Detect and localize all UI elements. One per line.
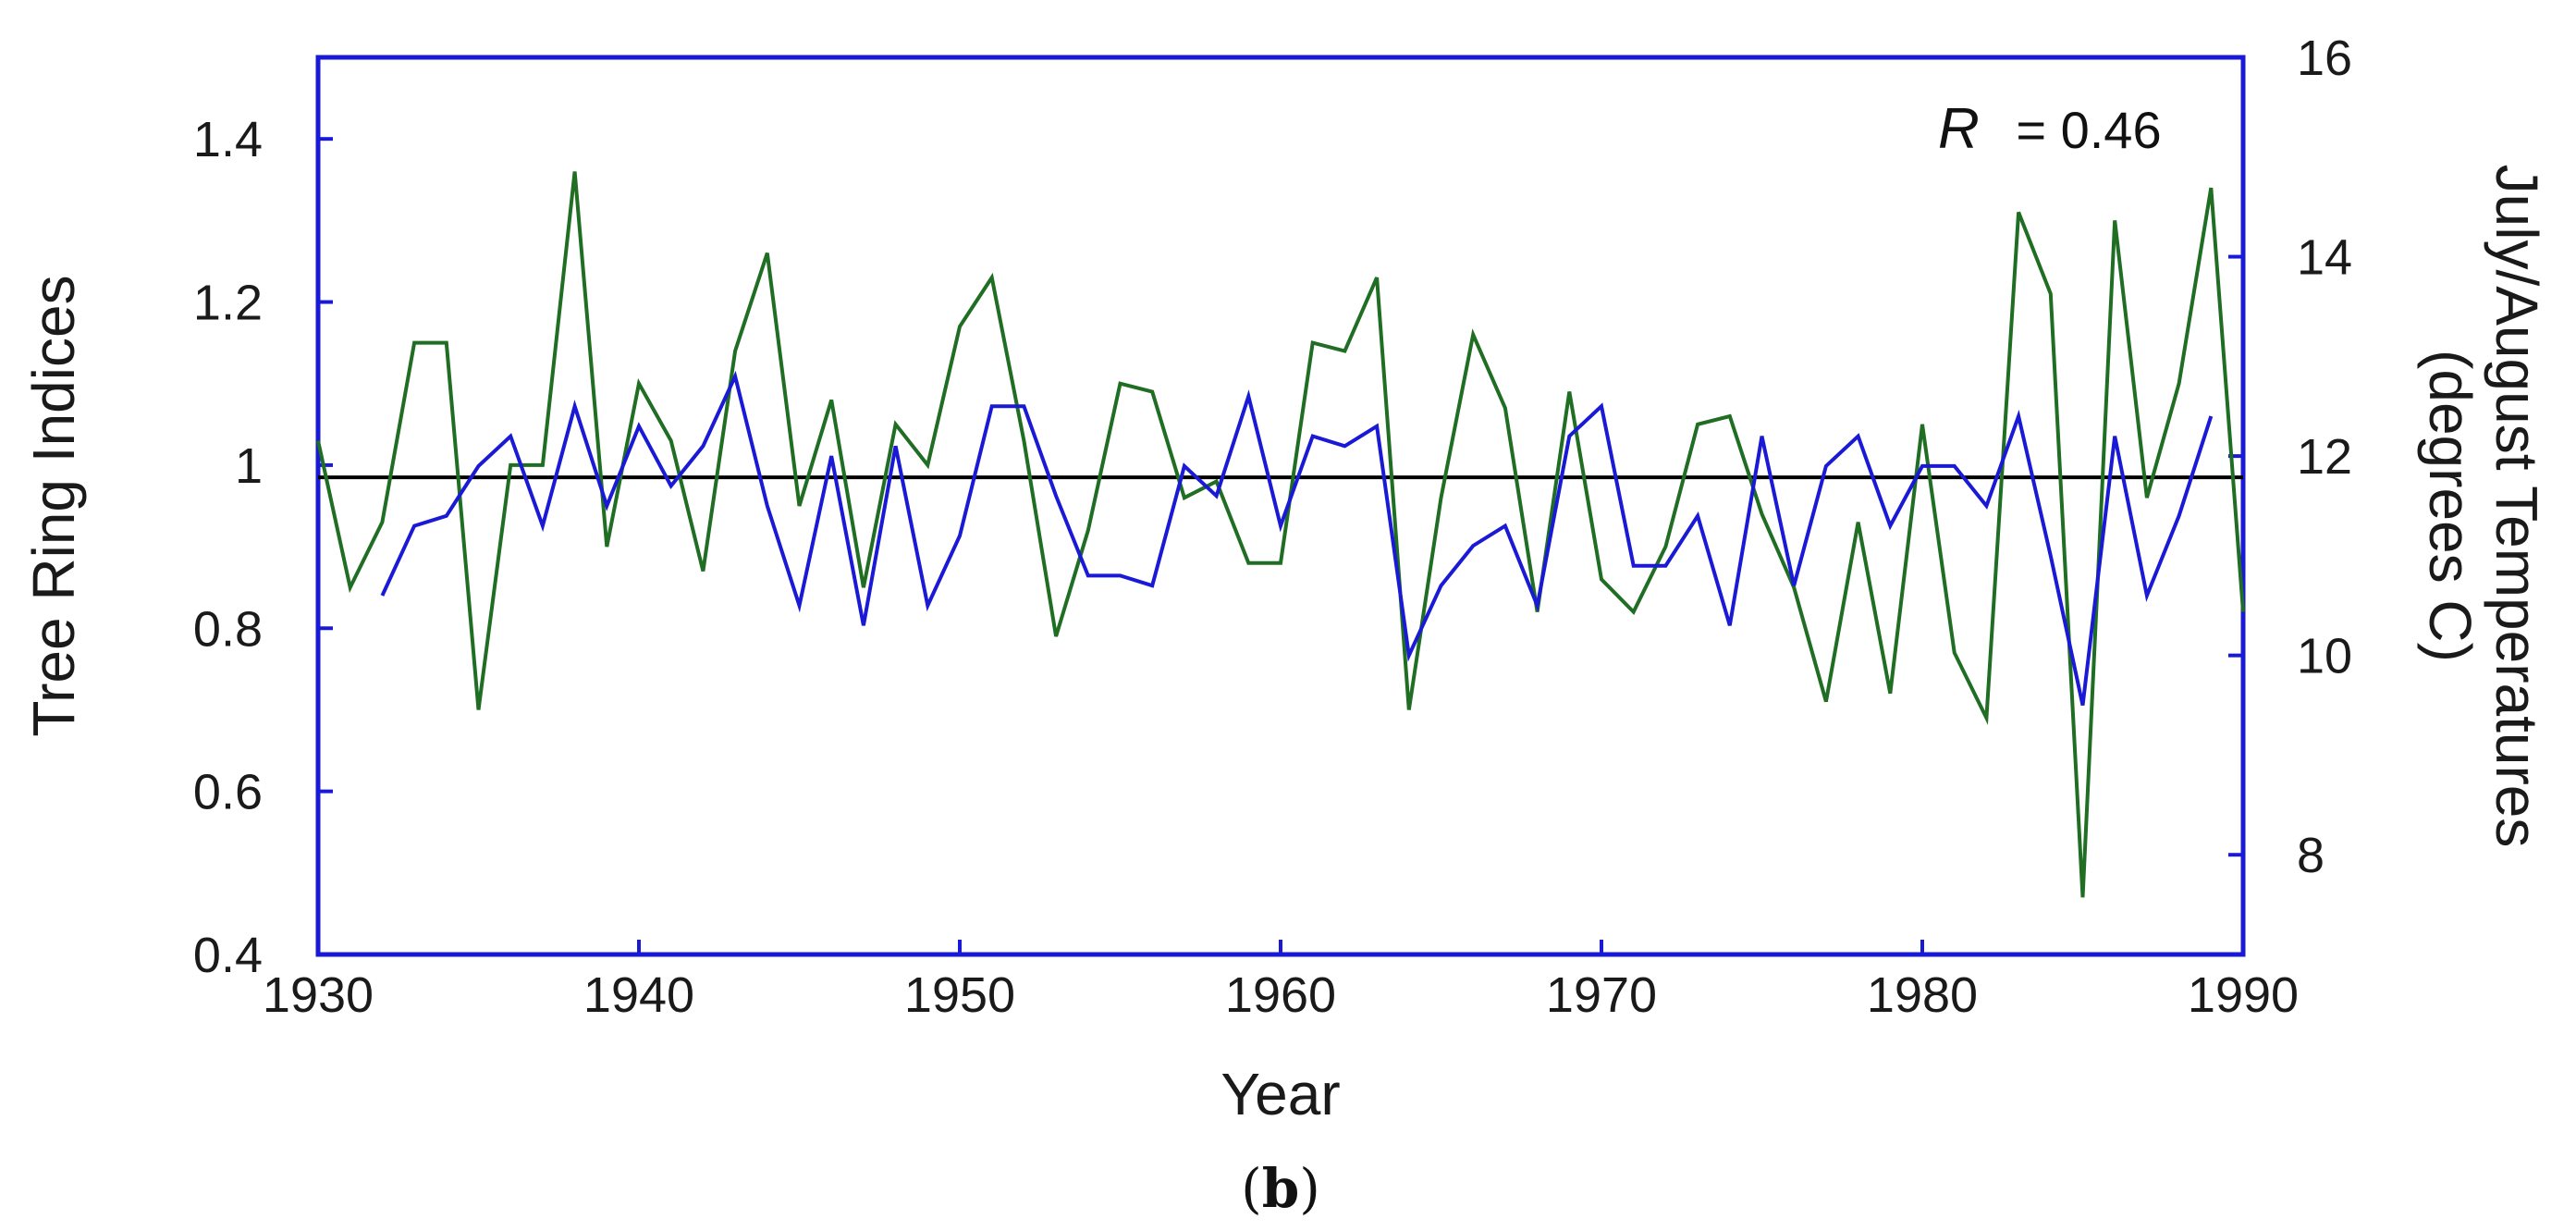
- r-symbol: R: [1938, 97, 1980, 161]
- x-tick-label: 1990: [2188, 967, 2299, 1023]
- x-axis-ticks: 1930 1940 1950 1960 1970 1980 1990: [263, 940, 2299, 1023]
- figure-caption: (b): [1241, 1157, 1320, 1220]
- caption-close: ): [1299, 1157, 1320, 1220]
- series-layer: [316, 171, 2245, 898]
- caption-open: (: [1241, 1157, 1262, 1220]
- y-left-tick-label: 0.6: [193, 765, 263, 820]
- y-left-tick-label: 0.4: [193, 928, 263, 983]
- y-right-tick-label: 10: [2297, 629, 2352, 684]
- r-value: = 0.46: [2016, 101, 2161, 159]
- y-right-axis-ticks: 8 10 12 14 16: [2228, 31, 2352, 883]
- x-tick-label: 1980: [1867, 967, 1978, 1023]
- y-left-tick-label: 1.2: [193, 276, 263, 331]
- y-left-axis-title: Tree Ring Indices: [20, 275, 87, 736]
- r-annotation: R = 0.46: [1938, 97, 2162, 161]
- y-right-tick-label: 12: [2297, 429, 2352, 485]
- y-left-tick-label: 1.4: [193, 112, 263, 167]
- caption-letter: b: [1262, 1157, 1300, 1220]
- y-right-tick-label: 16: [2297, 31, 2352, 86]
- y-right-tick-label: 8: [2297, 828, 2325, 883]
- y-right-axis-title-line1: July/August Temperatures: [2484, 165, 2550, 848]
- y-left-axis-ticks: 0.4 0.6 0.8 1 1.2 1.4: [193, 112, 333, 983]
- series-line-tree-ring: [316, 171, 2245, 898]
- y-right-tick-label: 14: [2297, 230, 2352, 286]
- series-line-temperature: [380, 370, 2214, 707]
- y-left-tick-label: 1: [235, 438, 263, 494]
- x-tick-label: 1950: [904, 967, 1015, 1023]
- x-tick-label: 1940: [583, 967, 694, 1023]
- x-tick-label: 1930: [263, 967, 374, 1023]
- y-left-tick-label: 0.8: [193, 601, 263, 657]
- x-tick-label: 1960: [1225, 967, 1336, 1023]
- x-axis-title: Year: [1221, 1061, 1340, 1127]
- x-tick-label: 1970: [1546, 967, 1657, 1023]
- y-right-axis-title-line2: (degrees C): [2417, 350, 2484, 662]
